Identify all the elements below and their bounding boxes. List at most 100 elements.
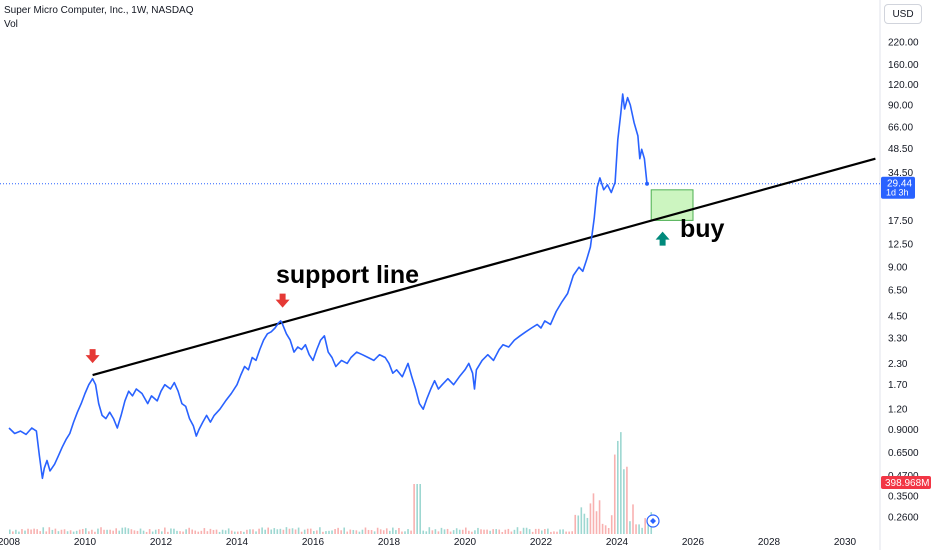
volume-bar bbox=[237, 531, 239, 534]
volume-bar bbox=[413, 484, 415, 534]
volume-bar bbox=[309, 528, 312, 534]
volume-bar bbox=[212, 529, 215, 534]
volume-bar bbox=[504, 529, 507, 534]
volume-bar bbox=[510, 531, 513, 534]
volume-bar bbox=[303, 529, 306, 534]
volume-bar bbox=[267, 527, 269, 534]
y-tick-label: 1.70 bbox=[888, 380, 908, 391]
volume-bar bbox=[407, 529, 409, 534]
volume-bar bbox=[78, 529, 81, 534]
volume-bar bbox=[483, 529, 485, 534]
volume-bar bbox=[385, 528, 388, 534]
currency-selector[interactable]: USD bbox=[884, 4, 922, 24]
x-tick-label: 2008 bbox=[0, 537, 21, 548]
volume-bar bbox=[334, 529, 336, 534]
volume-bar bbox=[18, 531, 20, 534]
volume-bar bbox=[139, 528, 142, 534]
volume-bar bbox=[595, 511, 598, 534]
volume-bar bbox=[537, 528, 540, 534]
y-tick-label: 0.9000 bbox=[888, 425, 919, 436]
volume-bar bbox=[586, 517, 589, 534]
volume-bar bbox=[528, 529, 531, 534]
volume-bar bbox=[492, 529, 494, 534]
volume-bar bbox=[42, 527, 45, 534]
volume-bar bbox=[513, 529, 516, 534]
volume-bar bbox=[419, 484, 421, 534]
volume-bar bbox=[364, 527, 367, 534]
volume-bar bbox=[21, 529, 23, 534]
volume-bar bbox=[94, 531, 96, 534]
volume-bar bbox=[252, 529, 254, 534]
x-tick-label: 2012 bbox=[150, 537, 173, 548]
volume-bar bbox=[276, 529, 279, 534]
volume-bar bbox=[465, 527, 467, 534]
y-tick-label: 90.00 bbox=[888, 100, 913, 111]
volume-bar bbox=[273, 528, 276, 534]
volume-bar bbox=[118, 530, 121, 534]
volume-bar bbox=[9, 529, 11, 534]
volume-bar bbox=[69, 530, 72, 534]
volume-bar bbox=[88, 531, 90, 534]
volume-bar bbox=[176, 530, 178, 534]
volume-bar bbox=[54, 528, 57, 534]
volume-bar bbox=[27, 528, 29, 534]
x-tick-label: 2014 bbox=[226, 537, 249, 548]
y-tick-label: 48.50 bbox=[888, 144, 913, 155]
volume-bar bbox=[230, 530, 233, 534]
volume-bar bbox=[45, 531, 48, 534]
volume-bar bbox=[233, 531, 236, 534]
volume-bar bbox=[632, 504, 634, 534]
volume-bar bbox=[279, 528, 282, 534]
price-line bbox=[8, 93, 648, 480]
volume-bar bbox=[63, 529, 66, 534]
volume-bar bbox=[188, 527, 190, 534]
volume-bar bbox=[291, 528, 294, 534]
volume-bar bbox=[240, 531, 242, 534]
volume-bar bbox=[547, 528, 549, 534]
volume-bar bbox=[559, 529, 561, 534]
volume-bar bbox=[270, 529, 273, 534]
y-tick-label: 6.50 bbox=[888, 286, 908, 297]
volume-bar bbox=[361, 529, 364, 534]
volume-bar bbox=[136, 530, 139, 534]
volume-bar bbox=[373, 531, 376, 534]
volume-bar bbox=[416, 484, 418, 534]
volume-bar bbox=[300, 531, 303, 534]
volume-bar bbox=[495, 529, 497, 534]
volume-bar bbox=[589, 503, 592, 534]
last-price-badge bbox=[881, 176, 915, 199]
volume-bar bbox=[142, 530, 145, 534]
volume-bar bbox=[550, 531, 552, 534]
volume-badge bbox=[881, 476, 931, 489]
volume-bar bbox=[106, 529, 108, 534]
y-tick-label: 66.00 bbox=[888, 122, 913, 133]
volume-bar bbox=[422, 530, 425, 534]
x-tick-label: 2020 bbox=[454, 537, 477, 548]
volume-bar bbox=[33, 528, 35, 534]
x-tick-label: 2010 bbox=[74, 537, 97, 548]
x-tick-label: 2018 bbox=[378, 537, 401, 548]
up-arrow-icon bbox=[655, 231, 670, 246]
volume-bar bbox=[501, 531, 504, 534]
volume-bar bbox=[316, 530, 318, 534]
volume-bar bbox=[522, 527, 525, 534]
volume-bar bbox=[264, 529, 266, 534]
volume-bar bbox=[516, 527, 519, 534]
volume-bar bbox=[227, 528, 230, 534]
buy-label: buy bbox=[680, 215, 725, 243]
volume-bar bbox=[544, 529, 546, 534]
volume-bar bbox=[340, 530, 342, 534]
volume-bar bbox=[60, 529, 63, 534]
chart-title: Super Micro Computer, Inc., 1W, NASDAQ bbox=[4, 5, 194, 16]
volume-bar bbox=[51, 529, 54, 534]
volume-bar bbox=[127, 528, 130, 534]
volume-bar bbox=[288, 528, 291, 534]
volume-bar bbox=[133, 530, 136, 534]
volume-bar bbox=[434, 529, 437, 534]
volume-bar bbox=[644, 518, 646, 534]
volume-bar bbox=[370, 530, 373, 534]
volume-bar bbox=[154, 529, 157, 534]
volume-bar bbox=[325, 531, 327, 534]
y-tick-label: 4.50 bbox=[888, 312, 908, 323]
